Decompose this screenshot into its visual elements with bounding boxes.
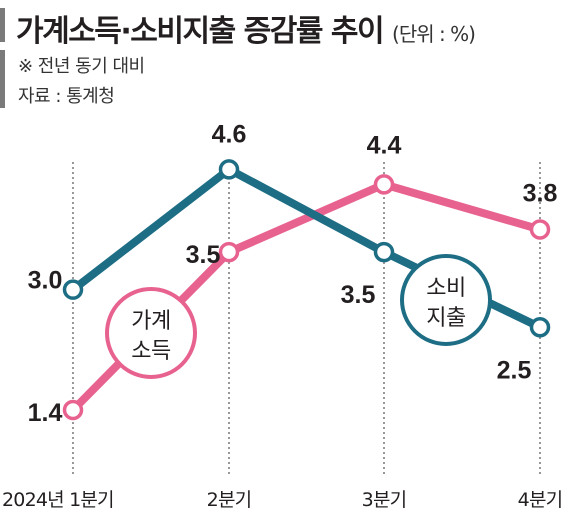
value-label: 3.5 xyxy=(341,281,376,309)
comparison-note: ※ 전년 동기 대비 xyxy=(18,56,145,77)
source-note: 자료 : 통계청 xyxy=(18,86,115,107)
accent-bar xyxy=(0,8,5,42)
value-label: 3.0 xyxy=(28,267,63,295)
data-points xyxy=(62,159,551,421)
x-tick-label: 4분기 xyxy=(518,489,563,511)
series-bubbles: 가계소득 소비지출 xyxy=(105,254,492,379)
value-label: 3.5 xyxy=(186,241,221,269)
series-bubble-label: 지출 xyxy=(426,306,466,331)
data-point xyxy=(373,241,395,263)
series-bubble xyxy=(105,287,197,379)
accent-bar xyxy=(0,50,5,108)
value-label: 4.4 xyxy=(367,131,402,159)
value-label: 1.4 xyxy=(28,399,63,427)
chart-title-line: 가계소득·소비지출 증감률 추이 (단위 : %) xyxy=(16,6,476,50)
series-bubble xyxy=(400,254,492,346)
x-axis-ticks: 2024년 1분기 2분기 3분기 4분기 xyxy=(2,489,563,511)
unit-label: (단위 : %) xyxy=(392,22,476,46)
series-bubble-label: 소비 xyxy=(426,276,465,301)
data-point xyxy=(218,159,240,180)
x-tick-label: 2분기 xyxy=(207,489,252,511)
data-point xyxy=(62,399,84,421)
x-tick-label: 3분기 xyxy=(362,489,407,511)
value-labels: 1.4 3.5 4.4 3.8 3.0 4.6 3.5 2.5 xyxy=(28,120,558,427)
series-bubble-label: 소득 xyxy=(131,339,171,364)
x-tick-label: 2024년 1분기 xyxy=(2,489,114,511)
chart-title: 가계소득·소비지출 증감률 추이 xyxy=(16,14,385,49)
value-label: 4.6 xyxy=(212,120,247,148)
data-point xyxy=(62,279,84,300)
chart-header: 가계소득·소비지출 증감률 추이 (단위 : %) ※ 전년 동기 대비 자료 … xyxy=(0,0,570,110)
value-label: 3.8 xyxy=(523,180,558,208)
value-label: 2.5 xyxy=(497,356,532,384)
data-point xyxy=(529,317,551,338)
series-bubble-label: 가계 xyxy=(131,309,170,334)
data-point xyxy=(218,241,240,263)
data-point xyxy=(373,174,395,195)
data-point xyxy=(529,219,551,240)
